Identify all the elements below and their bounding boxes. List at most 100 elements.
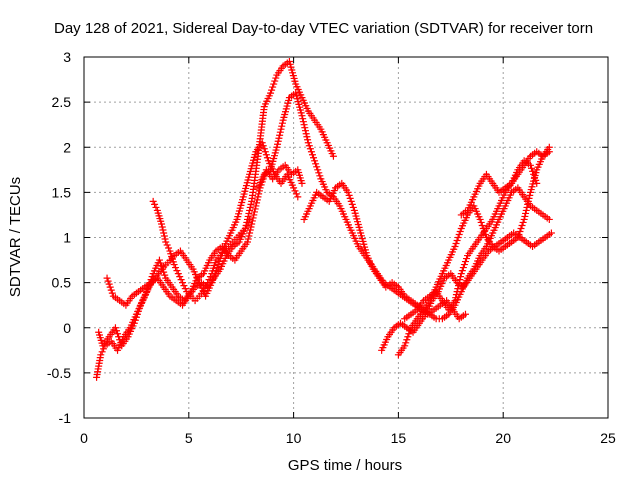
data-point <box>241 224 249 232</box>
data-point-interp <box>202 282 210 290</box>
data-point-interp <box>177 276 185 284</box>
data-point-interp <box>112 327 120 335</box>
data-point <box>149 197 157 205</box>
data-point-interp <box>274 137 282 145</box>
data-point <box>250 211 258 219</box>
data-point-interp <box>160 232 168 240</box>
y-tick-label: 1 <box>63 230 71 246</box>
data-point-interp <box>105 280 113 288</box>
data-point-interp <box>254 193 262 201</box>
data-point-interp <box>524 197 532 205</box>
data-point <box>545 148 553 156</box>
data-point-interp <box>249 214 257 222</box>
data-point-interp <box>158 262 166 270</box>
data-point-interp <box>526 191 534 199</box>
data-point <box>155 256 163 264</box>
data-point-interp <box>253 196 261 204</box>
y-tick-label: -0.5 <box>47 365 71 381</box>
data-point-interp <box>402 339 410 347</box>
data-point-interp <box>452 294 460 302</box>
data-markers <box>93 58 555 381</box>
data-point-interp <box>263 154 271 162</box>
series-track-4 <box>149 197 254 305</box>
data-point-interp <box>180 282 188 290</box>
data-point-interp <box>315 169 323 177</box>
data-point <box>204 279 212 287</box>
x-tick-label: 25 <box>600 430 616 446</box>
data-point-interp <box>455 230 463 238</box>
data-point-interp <box>248 220 256 228</box>
data-point <box>461 310 469 318</box>
y-tick-label: -1 <box>59 410 72 426</box>
data-point-interp <box>104 277 112 285</box>
data-point-interp <box>100 345 108 353</box>
data-point-interp <box>261 148 269 156</box>
data-point <box>547 229 555 237</box>
data-point-interp <box>518 221 526 229</box>
series-track-2 <box>95 161 306 350</box>
data-point-interp <box>165 244 173 252</box>
data-point <box>344 188 352 196</box>
data-point-interp <box>305 142 313 150</box>
data-point-interp <box>157 259 165 267</box>
data-point-interp <box>529 167 537 175</box>
x-tick-label: 5 <box>185 430 193 446</box>
data-point-interp <box>159 226 167 234</box>
chart-title: Day 128 of 2021, Sidereal Day-to-day VTE… <box>54 20 593 37</box>
data-point-interp <box>277 125 285 133</box>
data-point <box>273 143 281 151</box>
data-point-interp <box>253 199 261 207</box>
data-point-interp <box>299 115 307 123</box>
x-axis-label: GPS time / hours <box>288 457 402 474</box>
data-point-interp <box>106 283 114 291</box>
data-point <box>457 270 465 278</box>
data-point-interp <box>308 151 316 159</box>
data-point-interp <box>523 203 531 211</box>
data-point-interp <box>107 286 115 294</box>
data-point-interp <box>275 134 283 142</box>
data-point-interp <box>172 264 180 272</box>
data-point-interp <box>516 227 524 235</box>
data-point-interp <box>215 258 223 266</box>
data-point-interp <box>133 310 141 318</box>
data-point-interp <box>478 221 486 229</box>
data-point-interp <box>346 194 354 202</box>
data-point-interp <box>98 348 106 356</box>
data-point-interp <box>262 151 270 159</box>
data-point-interp <box>477 218 485 226</box>
data-point-interp <box>163 241 171 249</box>
data-point <box>170 261 178 269</box>
data-point <box>526 161 534 169</box>
data-point-interp <box>456 276 464 284</box>
data-point-interp <box>161 235 169 243</box>
data-point <box>130 319 138 327</box>
data-point <box>174 270 182 278</box>
data-point <box>401 342 409 350</box>
data-point-interp <box>201 285 209 293</box>
data-point-interp <box>403 336 411 344</box>
data-point-interp <box>245 209 253 217</box>
data-point-interp <box>292 190 300 198</box>
data-point-interp <box>136 304 144 312</box>
data-point-interp <box>114 330 122 338</box>
data-point-interp <box>291 187 299 195</box>
y-tick-label: 1.5 <box>52 184 72 200</box>
data-point-interp <box>349 203 357 211</box>
data-point-interp <box>461 258 469 266</box>
data-point <box>199 288 207 296</box>
data-point-interp <box>278 119 286 127</box>
data-point-interp <box>272 74 280 82</box>
x-tick-label: 15 <box>391 430 407 446</box>
data-point-interp <box>244 212 252 220</box>
data-point-interp <box>152 203 160 211</box>
data-point-interp <box>302 130 310 138</box>
data-point-interp <box>314 166 322 174</box>
data-point-interp <box>460 261 468 269</box>
data-point-interp <box>301 124 309 132</box>
data-point <box>294 193 302 201</box>
data-point-interp <box>532 176 540 184</box>
data-point-interp <box>247 223 255 231</box>
data-point-interp <box>455 279 463 287</box>
